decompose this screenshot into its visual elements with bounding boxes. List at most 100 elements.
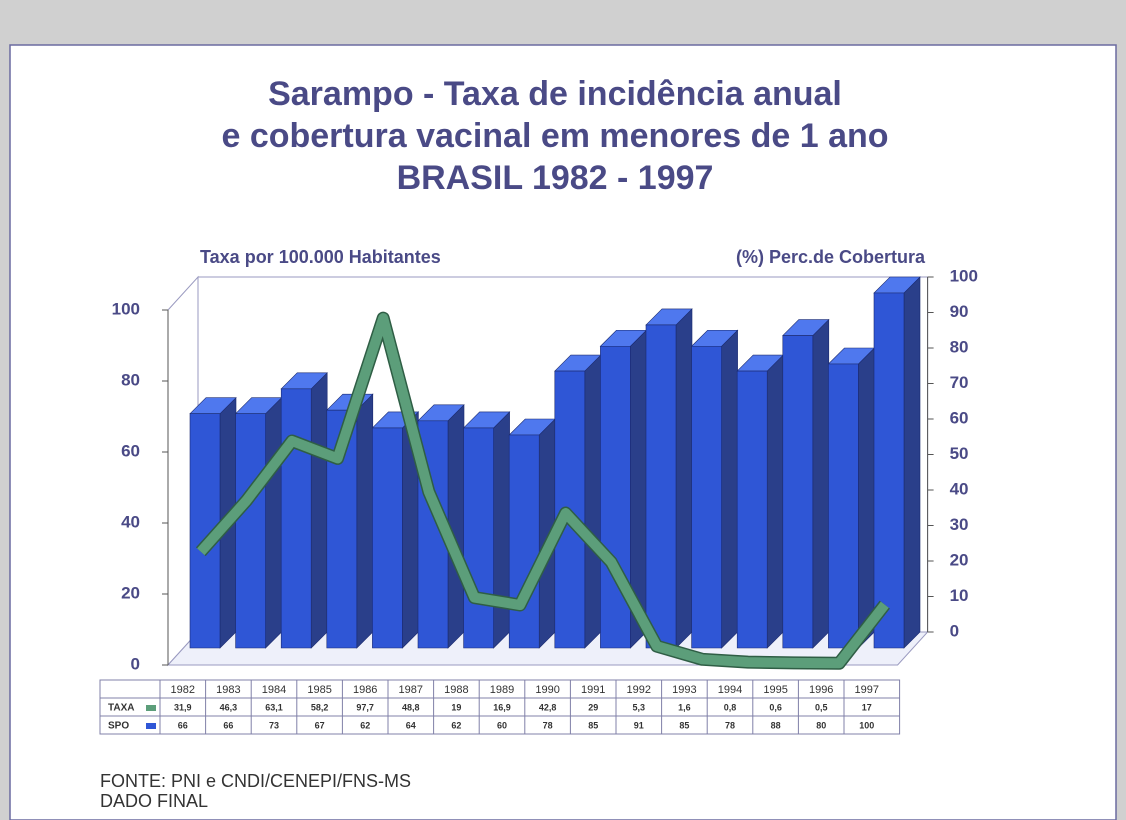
bar-front bbox=[372, 427, 403, 649]
y-tick-label: 60 bbox=[121, 441, 140, 460]
x-tick-label: 1995 bbox=[763, 684, 787, 696]
table-value: 85 bbox=[679, 720, 689, 730]
x-tick-label: 1993 bbox=[672, 684, 696, 696]
x-tick-label: 1983 bbox=[216, 684, 240, 696]
bar bbox=[645, 308, 693, 649]
table-value: 19 bbox=[451, 702, 461, 712]
legend-label: SPO bbox=[108, 721, 129, 732]
bar bbox=[371, 411, 420, 649]
bar-front bbox=[463, 427, 494, 649]
line-series-face bbox=[197, 313, 889, 669]
x-tick-label: 1992 bbox=[627, 684, 651, 696]
bar bbox=[280, 372, 328, 649]
y2-axis-label: (%) Perc.de Cobertura bbox=[736, 247, 926, 267]
table-value: 100 bbox=[859, 720, 874, 730]
bar bbox=[782, 318, 830, 649]
table-value: 46,3 bbox=[220, 702, 238, 712]
bar-side bbox=[675, 308, 693, 649]
bar bbox=[827, 347, 876, 649]
bar bbox=[554, 354, 602, 649]
y2-tick-label: 90 bbox=[950, 302, 969, 321]
bar-front bbox=[782, 335, 814, 649]
bar-front bbox=[189, 413, 221, 649]
table-value: 60 bbox=[497, 720, 507, 730]
y-tick-label: 40 bbox=[121, 512, 140, 531]
source-note: DADO FINAL bbox=[100, 791, 208, 811]
bar-front bbox=[235, 413, 266, 649]
bar-front bbox=[736, 370, 768, 649]
bar-front bbox=[645, 324, 677, 649]
bar bbox=[462, 411, 511, 649]
x-tick-label: 1988 bbox=[444, 684, 468, 696]
chart-title: Sarampo - Taxa de incidência anual bbox=[268, 75, 842, 113]
table-value: 85 bbox=[588, 720, 598, 730]
bar bbox=[873, 276, 921, 649]
table-value: 0,5 bbox=[815, 702, 828, 712]
table-value: 16,9 bbox=[493, 702, 511, 712]
legend-label: TAXA bbox=[108, 703, 134, 714]
x-tick-label: 1991 bbox=[581, 684, 605, 696]
y2-tick-label: 0 bbox=[950, 621, 959, 640]
table-value: 31,9 bbox=[174, 702, 192, 712]
table-value: 78 bbox=[725, 720, 735, 730]
table-value: 48,8 bbox=[402, 702, 420, 712]
chart-title: BRASIL 1982 - 1997 bbox=[397, 159, 714, 197]
bar-side bbox=[812, 318, 830, 649]
x-tick-label: 1985 bbox=[307, 684, 331, 696]
y-tick-label: 80 bbox=[121, 370, 140, 389]
table-value: 91 bbox=[634, 720, 644, 730]
table-value: 62 bbox=[360, 720, 370, 730]
y2-tick-label: 80 bbox=[950, 337, 969, 356]
table-value: 97,7 bbox=[356, 702, 374, 712]
table-value: 0,6 bbox=[769, 702, 782, 712]
bar-side bbox=[493, 411, 510, 649]
table-value: 29 bbox=[588, 702, 598, 712]
y2-tick-label: 10 bbox=[950, 586, 969, 605]
x-tick-label: 1987 bbox=[399, 684, 423, 696]
x-tick-label: 1990 bbox=[535, 684, 559, 696]
bar-side bbox=[356, 393, 374, 649]
x-tick-label: 1982 bbox=[171, 684, 195, 696]
bar-front bbox=[508, 434, 540, 649]
legend-swatch bbox=[146, 705, 156, 711]
y2-tick-label: 70 bbox=[950, 373, 969, 392]
bar bbox=[599, 329, 648, 649]
table-value: 17 bbox=[862, 702, 872, 712]
y2-tick-label: 100 bbox=[950, 266, 978, 285]
table-value: 42,8 bbox=[539, 702, 557, 712]
chart-title: e cobertura vacinal em menores de 1 ano bbox=[221, 117, 888, 155]
table-value: 5,3 bbox=[633, 702, 646, 712]
y2-tick-label: 40 bbox=[950, 479, 969, 498]
y-axis-label: Taxa por 100.000 Habitantes bbox=[200, 247, 441, 267]
x-tick-label: 1996 bbox=[809, 684, 833, 696]
table-value: 0,8 bbox=[724, 702, 737, 712]
source-note: FONTE: PNI e CNDI/CENEPI/FNS-MS bbox=[100, 771, 411, 791]
y2-tick-label: 20 bbox=[950, 550, 969, 569]
bar-side bbox=[721, 329, 738, 649]
table-value: 80 bbox=[816, 720, 826, 730]
table-frame bbox=[99, 679, 901, 735]
table-value: 66 bbox=[178, 720, 188, 730]
table-value: 67 bbox=[315, 720, 325, 730]
y2-tick-label: 60 bbox=[950, 408, 969, 427]
table-value: 88 bbox=[771, 720, 781, 730]
table-value: 58,2 bbox=[311, 702, 329, 712]
table-value: 66 bbox=[223, 720, 233, 730]
y-tick-label: 20 bbox=[121, 583, 140, 602]
x-tick-label: 1986 bbox=[353, 684, 377, 696]
x-tick-label: 1997 bbox=[855, 684, 879, 696]
x-tick-label: 1989 bbox=[490, 684, 514, 696]
bar-side bbox=[766, 354, 784, 649]
bar-side bbox=[584, 354, 602, 649]
bar-side bbox=[265, 396, 282, 649]
y-tick-label: 100 bbox=[112, 299, 140, 318]
table-value: 1,6 bbox=[678, 702, 691, 712]
table-value: 78 bbox=[543, 720, 553, 730]
bar-side bbox=[858, 347, 875, 649]
table-value: 62 bbox=[451, 720, 461, 730]
x-tick-label: 1994 bbox=[718, 684, 742, 696]
bar bbox=[736, 354, 784, 649]
table-value: 73 bbox=[269, 720, 279, 730]
bar-side bbox=[903, 276, 921, 649]
